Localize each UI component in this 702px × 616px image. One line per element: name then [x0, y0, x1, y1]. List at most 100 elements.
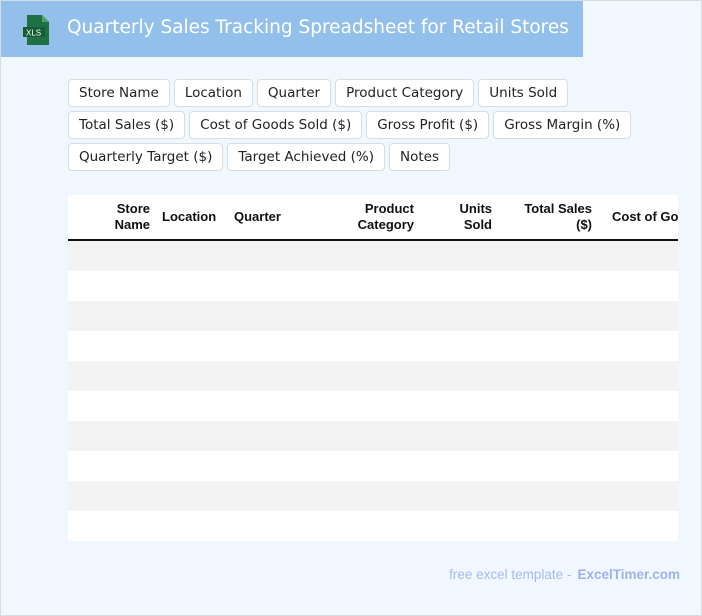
table-row	[68, 391, 678, 421]
table-cell[interactable]	[420, 481, 498, 511]
table-cell[interactable]	[420, 361, 498, 391]
footer: free excel template - ExcelTimer.com	[449, 567, 680, 582]
tag-units-sold[interactable]: Units Sold	[478, 79, 569, 107]
table-row	[68, 331, 678, 361]
table-cell[interactable]	[228, 240, 338, 271]
table-cell[interactable]	[156, 271, 228, 301]
table-cell[interactable]	[598, 451, 678, 481]
header-quarter: Quarter	[228, 195, 338, 241]
table-cell[interactable]	[156, 481, 228, 511]
table-cell[interactable]	[156, 391, 228, 421]
table-cell[interactable]	[156, 451, 228, 481]
tag-notes[interactable]: Notes	[388, 143, 450, 171]
tag-gross-margin[interactable]: Gross Margin (%)	[493, 111, 632, 139]
tag-target-achieved[interactable]: Target Achieved (%)	[227, 143, 385, 171]
tag-quarter[interactable]: Quarter	[256, 79, 332, 107]
table-cell[interactable]	[68, 391, 156, 421]
tag-product-category[interactable]: Product Category	[335, 79, 475, 107]
table-cell[interactable]	[156, 421, 228, 451]
table-cell[interactable]	[598, 421, 678, 451]
table-cell[interactable]	[420, 421, 498, 451]
table-cell[interactable]	[598, 361, 678, 391]
table-cell[interactable]	[598, 301, 678, 331]
table-cell[interactable]	[68, 421, 156, 451]
table-cell[interactable]	[498, 481, 598, 511]
table-cell[interactable]	[420, 240, 498, 271]
table-row	[68, 481, 678, 511]
table-cell[interactable]	[420, 271, 498, 301]
table-cell[interactable]	[598, 481, 678, 511]
table-cell[interactable]	[498, 331, 598, 361]
table-cell[interactable]	[338, 481, 420, 511]
table-cell[interactable]	[598, 391, 678, 421]
table-cell[interactable]	[338, 331, 420, 361]
table-cell[interactable]	[598, 271, 678, 301]
table-cell[interactable]	[338, 361, 420, 391]
tag-cogs[interactable]: Cost of Goods Sold ($)	[189, 111, 363, 139]
table-cell[interactable]	[498, 511, 598, 541]
table-cell[interactable]	[420, 301, 498, 331]
table-cell[interactable]	[498, 271, 598, 301]
table-cell[interactable]	[156, 301, 228, 331]
table-cell[interactable]	[228, 271, 338, 301]
table-cell[interactable]	[498, 361, 598, 391]
table-cell[interactable]	[228, 361, 338, 391]
table-cell[interactable]	[68, 361, 156, 391]
table-cell[interactable]	[156, 240, 228, 271]
table-cell[interactable]	[498, 391, 598, 421]
table-cell[interactable]	[598, 240, 678, 271]
table-row	[68, 361, 678, 391]
table-cell[interactable]	[338, 451, 420, 481]
table-cell[interactable]	[420, 511, 498, 541]
table-cell[interactable]	[228, 451, 338, 481]
tag-quarterly-target[interactable]: Quarterly Target ($)	[68, 143, 224, 171]
header-location: Location	[156, 195, 228, 241]
table-row	[68, 421, 678, 451]
table-cell[interactable]	[420, 391, 498, 421]
table-cell[interactable]	[228, 511, 338, 541]
table-cell[interactable]	[498, 240, 598, 271]
column-tags: Store Name Location Quarter Product Cate…	[68, 79, 682, 171]
table-cell[interactable]	[156, 361, 228, 391]
footer-brand-link[interactable]: ExcelTimer.com	[577, 567, 680, 582]
table-cell[interactable]	[598, 511, 678, 541]
table-cell[interactable]	[498, 451, 598, 481]
table-cell[interactable]	[338, 271, 420, 301]
table-cell[interactable]	[68, 240, 156, 271]
table-cell[interactable]	[498, 421, 598, 451]
svg-text:XLS: XLS	[26, 29, 41, 38]
table-cell[interactable]	[68, 481, 156, 511]
header-units-sold: Units Sold	[420, 195, 498, 241]
table-cell[interactable]	[68, 271, 156, 301]
header-cogs: Cost of Go	[598, 195, 678, 241]
table-cell[interactable]	[228, 331, 338, 361]
table-cell[interactable]	[68, 331, 156, 361]
table-cell[interactable]	[420, 451, 498, 481]
table-cell[interactable]	[228, 301, 338, 331]
table-cell[interactable]	[338, 511, 420, 541]
table-cell[interactable]	[498, 301, 598, 331]
table-cell[interactable]	[68, 451, 156, 481]
header-product-category: Product Category	[338, 195, 420, 241]
table-cell[interactable]	[338, 301, 420, 331]
table-cell[interactable]	[420, 331, 498, 361]
table-row	[68, 271, 678, 301]
table-row	[68, 240, 678, 271]
table-cell[interactable]	[156, 331, 228, 361]
tag-location[interactable]: Location	[173, 79, 253, 107]
tag-store-name[interactable]: Store Name	[68, 79, 170, 107]
table-cell[interactable]	[228, 391, 338, 421]
table-cell[interactable]	[338, 240, 420, 271]
table-cell[interactable]	[156, 511, 228, 541]
sales-table: Store Name Location Quarter Product Cate…	[68, 195, 678, 541]
table-cell[interactable]	[68, 511, 156, 541]
tag-gross-profit[interactable]: Gross Profit ($)	[366, 111, 490, 139]
table-cell[interactable]	[338, 421, 420, 451]
table-cell[interactable]	[338, 391, 420, 421]
title-banner: XLS Quarterly Sales Tracking Spreadsheet…	[1, 1, 583, 57]
table-cell[interactable]	[228, 481, 338, 511]
table-cell[interactable]	[598, 331, 678, 361]
table-cell[interactable]	[68, 301, 156, 331]
table-cell[interactable]	[228, 421, 338, 451]
tag-total-sales[interactable]: Total Sales ($)	[68, 111, 186, 139]
